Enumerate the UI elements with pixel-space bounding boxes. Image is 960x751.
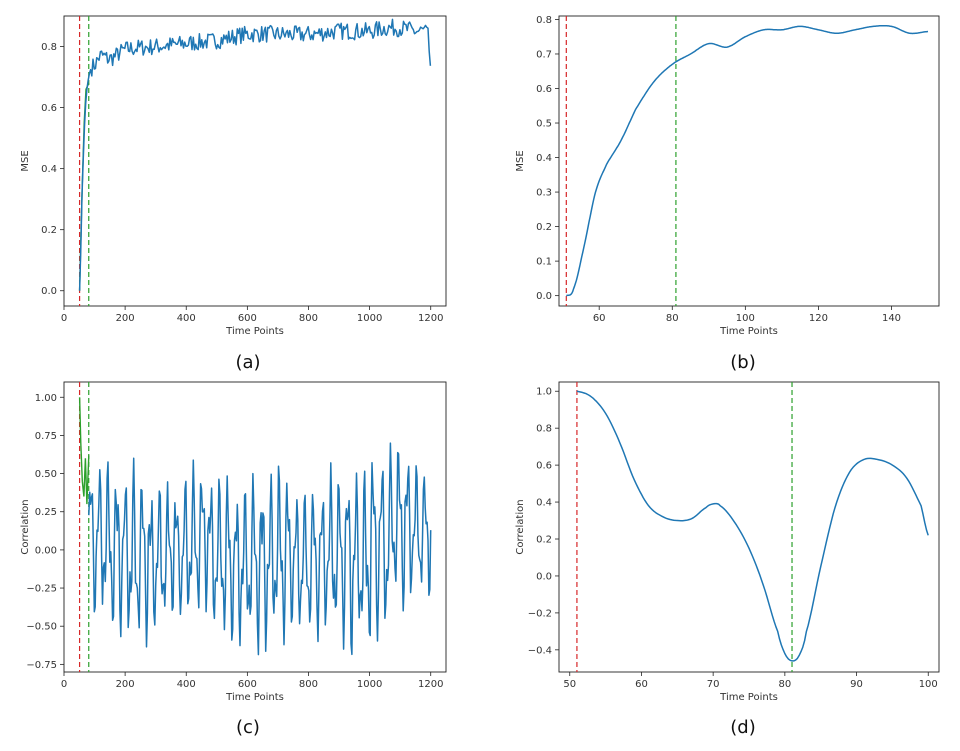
y-tick-label: −0.25 xyxy=(26,584,57,595)
plot-frame xyxy=(63,15,447,307)
y-axis-label: Correlation xyxy=(515,499,526,554)
y-tick-label: 0.4 xyxy=(536,498,552,509)
y-tick-label: 0.0 xyxy=(536,571,552,582)
x-tick-label: 800 xyxy=(299,313,318,324)
x-tick-label: 800 xyxy=(299,679,318,690)
y-tick-label: 0.7 xyxy=(536,49,552,60)
chart-panel-d: 50 60 70 80 90 100 −0.4 −0.2 0.0 0.2 0.4 0.6 0.8 1.0 T… xyxy=(515,381,940,703)
y-tick-label: 0.6 xyxy=(41,103,57,114)
y-tick-label: 0.2 xyxy=(536,222,552,233)
x-tick-label: 1000 xyxy=(357,679,382,690)
y-tick-label: 0.0 xyxy=(41,286,57,297)
y-tick-label: 1.00 xyxy=(35,393,57,404)
x-tick-label: 0 xyxy=(61,679,67,690)
series-line xyxy=(576,390,929,662)
series-line xyxy=(88,442,432,656)
caption-b: (b) xyxy=(730,352,755,373)
y-tick-label: 0.2 xyxy=(41,225,57,236)
x-axis-label: Time Points xyxy=(225,692,284,703)
y-tick-label: −0.75 xyxy=(26,660,57,671)
y-axis-label: Correlation xyxy=(20,499,31,554)
x-tick-label: 100 xyxy=(736,313,755,324)
x-tick-label: 80 xyxy=(778,679,791,690)
y-tick-label: 1.0 xyxy=(536,387,552,398)
y-tick-label: −0.50 xyxy=(26,622,57,633)
x-tick-label: 120 xyxy=(809,313,828,324)
x-tick-label: 50 xyxy=(563,679,576,690)
y-tick-label: 0.75 xyxy=(35,431,57,442)
y-tick-label: 0.50 xyxy=(35,469,57,480)
y-tick-label: 0.6 xyxy=(536,84,552,95)
x-tick-label: 400 xyxy=(177,679,196,690)
chart-panel-c: 0 200 400 600 800 1000 1200 −0.75 −0.50 −0.25 0.00… xyxy=(20,381,447,703)
x-axis-label: Time Points xyxy=(225,326,284,337)
x-tick-label: 0 xyxy=(61,313,67,324)
chart-panel-b: 60 80 100 120 140 0.0 0.1 0.2 0.3 0.4 0.5 0.6 0.7 0.8… xyxy=(515,15,940,337)
x-tick-label: 200 xyxy=(116,313,135,324)
chart-panel-a: 0 200 400 600 800 1000 1200 0.0 0.2 0.4 0.6 0.8 Time… xyxy=(20,15,447,337)
caption-d: (d) xyxy=(730,717,755,738)
y-tick-label: 0.6 xyxy=(536,461,552,472)
x-tick-label: 70 xyxy=(707,679,720,690)
x-tick-label: 80 xyxy=(666,313,679,324)
x-tick-label: 600 xyxy=(238,313,257,324)
x-tick-label: 100 xyxy=(919,679,938,690)
y-tick-label: 0.0 xyxy=(536,291,552,302)
pre-series-line xyxy=(78,397,90,505)
y-tick-label: 0.8 xyxy=(536,424,552,435)
y-tick-label: 0.2 xyxy=(536,535,552,546)
plot-frame xyxy=(558,381,940,673)
y-tick-label: 0.25 xyxy=(35,507,57,518)
x-tick-label: 140 xyxy=(882,313,901,324)
series-line xyxy=(78,18,432,291)
y-axis-label: MSE xyxy=(515,150,526,171)
plot-frame xyxy=(63,381,447,673)
x-tick-label: 1200 xyxy=(418,679,443,690)
y-tick-label: 0.3 xyxy=(536,188,552,199)
x-tick-label: 1200 xyxy=(418,313,443,324)
y-tick-label: 0.4 xyxy=(41,164,57,175)
x-tick-label: 60 xyxy=(593,313,606,324)
caption-a: (a) xyxy=(235,352,260,373)
x-tick-label: 200 xyxy=(116,679,135,690)
y-axis-label: MSE xyxy=(20,150,31,171)
x-tick-label: 1000 xyxy=(357,313,382,324)
series-line xyxy=(566,24,929,297)
caption-c: (c) xyxy=(236,717,260,738)
x-axis-label: Time Points xyxy=(719,326,778,337)
y-tick-label: 0.8 xyxy=(41,42,57,53)
x-tick-label: 600 xyxy=(238,679,257,690)
y-tick-label: 0.1 xyxy=(536,257,552,268)
y-tick-label: 0.4 xyxy=(536,153,552,164)
y-tick-label: 0.8 xyxy=(536,15,552,26)
x-axis-label: Time Points xyxy=(719,692,778,703)
x-tick-label: 60 xyxy=(635,679,648,690)
y-tick-label: 0.00 xyxy=(35,545,57,556)
x-tick-label: 90 xyxy=(850,679,863,690)
plot-frame xyxy=(558,15,940,307)
y-tick-label: 0.5 xyxy=(536,119,552,130)
y-tick-label: −0.2 xyxy=(528,608,552,619)
y-tick-label: −0.4 xyxy=(528,645,552,656)
x-tick-label: 400 xyxy=(177,313,196,324)
